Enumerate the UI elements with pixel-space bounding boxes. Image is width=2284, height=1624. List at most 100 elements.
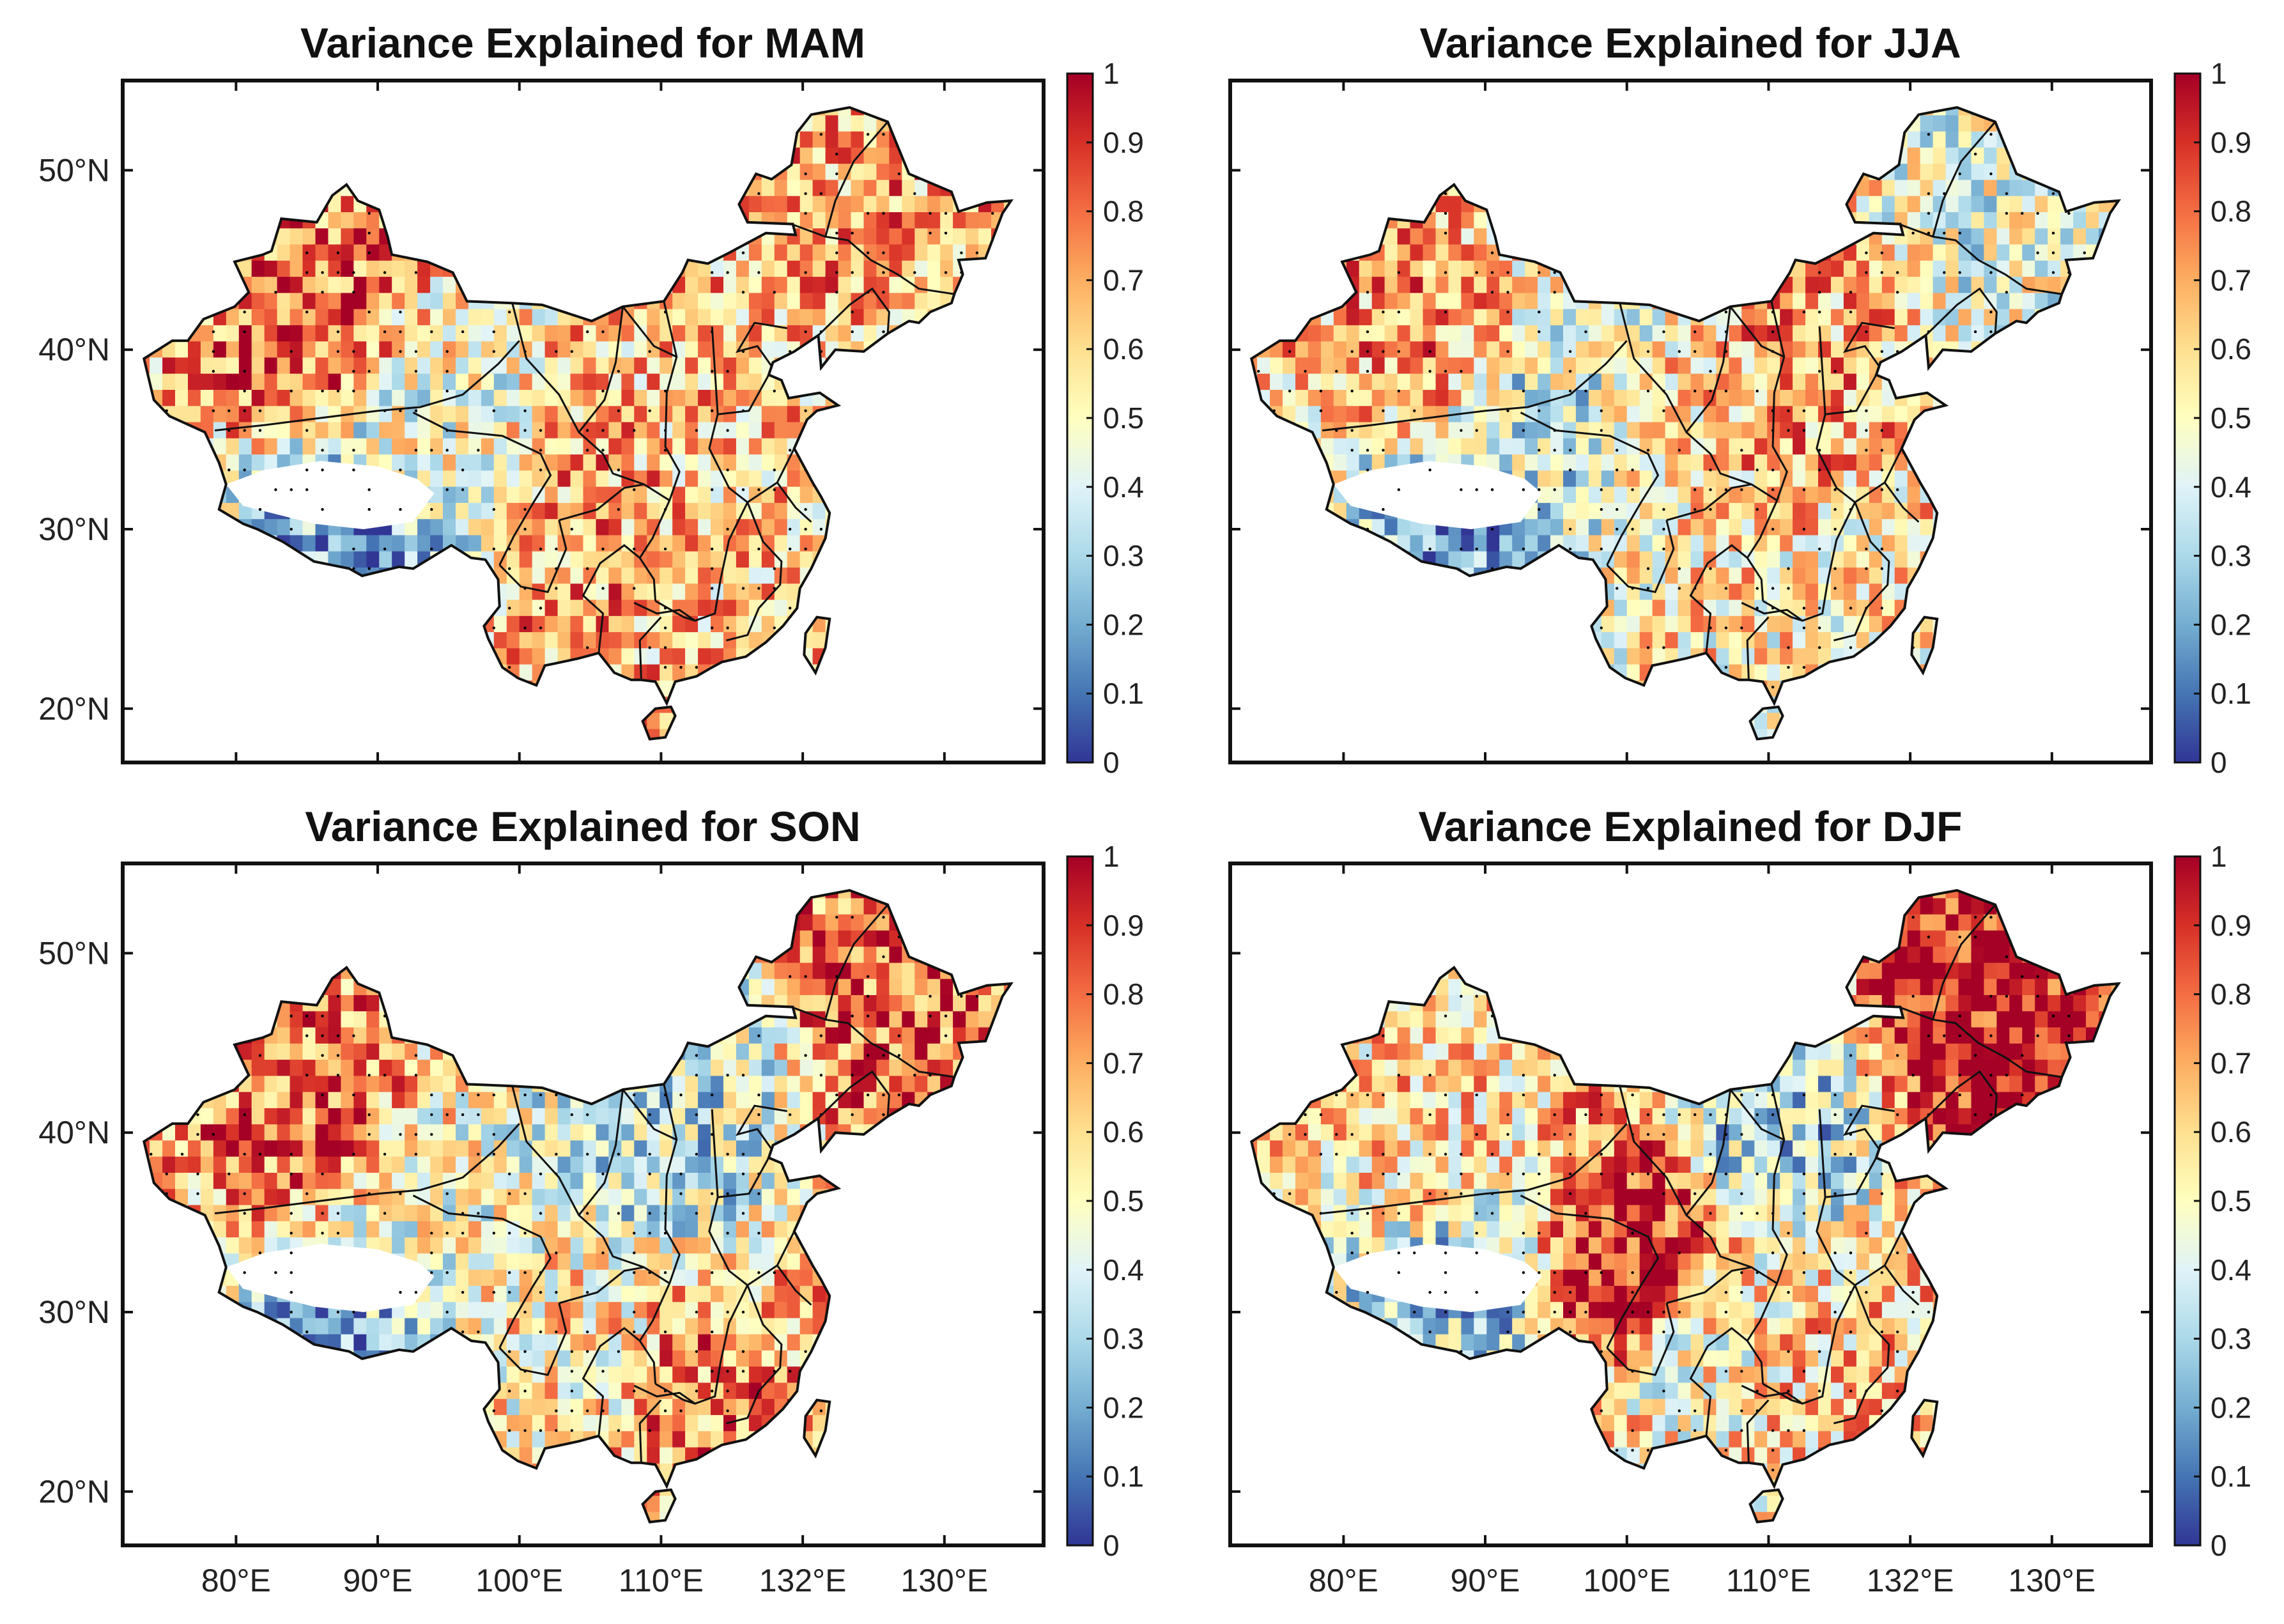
heatmap-cell	[1346, 647, 1360, 665]
heatmap-cell	[144, 663, 151, 681]
heatmap-cell	[481, 114, 495, 132]
heatmap-cell	[672, 179, 686, 196]
heatmap-cell	[1601, 421, 1615, 438]
heatmap-cell	[1371, 663, 1385, 681]
heatmap-cell	[456, 421, 469, 438]
heatmap-cell	[774, 647, 788, 665]
heatmap-cell	[723, 421, 737, 438]
significance-dot	[367, 172, 371, 176]
heatmap-cell	[188, 107, 201, 116]
heatmap-cell	[417, 405, 431, 422]
heatmap-cell	[1320, 679, 1334, 697]
heatmap-cell	[914, 534, 929, 552]
heatmap-cell	[1690, 566, 1704, 584]
heatmap-cell	[1512, 212, 1526, 229]
heatmap-cell	[825, 583, 839, 600]
heatmap-cell	[889, 599, 903, 616]
significance-dot	[477, 152, 480, 156]
heatmap-cell	[902, 566, 916, 584]
heatmap-cell	[1346, 212, 1360, 229]
heatmap-cell	[1639, 308, 1653, 325]
heatmap-cell	[1550, 518, 1564, 536]
heatmap-cell	[456, 486, 469, 503]
significance-dot	[570, 291, 573, 294]
significance-dot	[477, 725, 480, 729]
heatmap-cell	[430, 583, 444, 600]
heatmap-field	[1251, 107, 2118, 739]
heatmap-cell	[570, 341, 584, 358]
heatmap-cell	[723, 114, 737, 132]
heatmap-cell	[953, 82, 966, 99]
significance-dot	[461, 133, 465, 136]
heatmap-cell	[1359, 389, 1373, 406]
heatmap-cell	[392, 599, 406, 616]
heatmap-cell	[876, 212, 890, 229]
heatmap-cell	[532, 647, 546, 665]
heatmap-cell	[876, 631, 890, 649]
heatmap-cell	[456, 615, 469, 633]
heatmap-cell	[902, 502, 916, 520]
significance-dot	[960, 152, 963, 156]
heatmap-cell	[1320, 647, 1334, 665]
heatmap-cell	[1690, 728, 1704, 739]
heatmap-cell	[1423, 357, 1437, 374]
heatmap-cell	[1474, 292, 1488, 309]
heatmap-cell	[1588, 454, 1602, 471]
significance-dot	[196, 685, 199, 689]
heatmap-cell	[634, 308, 648, 325]
heatmap-cell	[144, 421, 151, 438]
heatmap-cell	[1448, 308, 1462, 325]
y-tick-label: 50°N	[38, 152, 110, 188]
heatmap-cell	[940, 228, 954, 245]
significance-dot	[414, 212, 418, 215]
heatmap-cell	[634, 679, 648, 697]
heatmap-cell	[1601, 146, 1615, 164]
colorbar-tick-label: 0.8	[1103, 195, 1144, 228]
heatmap-cell	[953, 583, 967, 600]
significance-dot	[835, 587, 838, 590]
significance-dot	[851, 330, 854, 334]
heatmap-cell	[1614, 130, 1628, 148]
heatmap-cell	[1512, 357, 1526, 374]
heatmap-cell	[417, 195, 431, 212]
heatmap-cell	[647, 146, 661, 164]
heatmap-cell	[1678, 163, 1692, 180]
heatmap-cell	[264, 599, 278, 616]
heatmap-cell	[506, 114, 520, 132]
heatmap-cell	[468, 454, 482, 471]
heatmap-cell	[302, 195, 316, 212]
heatmap-cell	[1410, 276, 1424, 293]
heatmap-cell	[150, 373, 164, 390]
significance-dot	[913, 271, 916, 274]
heatmap-cell	[353, 728, 367, 739]
heatmap-cell	[1423, 130, 1437, 148]
heatmap-cell	[1690, 259, 1704, 277]
significance-dot	[804, 330, 807, 334]
heatmap-cell	[150, 437, 164, 455]
significance-dot	[633, 192, 636, 196]
heatmap-cell	[660, 130, 674, 148]
heatmap-cell	[353, 631, 367, 649]
heatmap-cell	[608, 244, 622, 261]
heatmap-cell	[1397, 228, 1411, 245]
heatmap-cell	[226, 244, 240, 261]
heatmap-cell	[1690, 679, 1704, 697]
heatmap-cell	[328, 163, 342, 180]
heatmap-cell	[302, 647, 316, 665]
heatmap-cell	[1320, 195, 1334, 212]
heatmap-cell	[1017, 260, 1030, 277]
heatmap-cell	[1678, 292, 1692, 309]
heatmap-cell	[289, 566, 304, 584]
heatmap-cell	[1346, 357, 1360, 374]
heatmap-cell	[1283, 696, 1296, 713]
heatmap-cell	[1512, 130, 1526, 148]
heatmap-cell	[1423, 534, 1437, 552]
heatmap-cell	[213, 405, 227, 422]
heatmap-cell	[1461, 389, 1475, 406]
heatmap-cell	[1538, 566, 1552, 584]
heatmap-cell	[634, 146, 648, 164]
heatmap-cell	[353, 228, 367, 245]
significance-dot	[835, 626, 838, 630]
heatmap-cell	[481, 276, 495, 293]
significance-dot	[601, 429, 605, 432]
